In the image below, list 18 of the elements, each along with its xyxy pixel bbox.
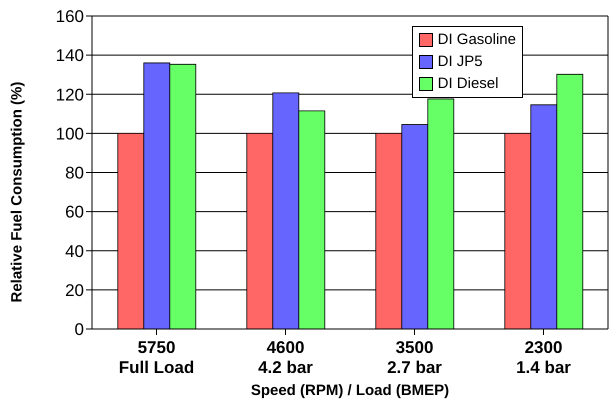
x-tick-label: 3500 2.7 bar: [387, 338, 442, 377]
y-tick-label: 60: [65, 202, 84, 222]
x-tick-label: 5750 Full Load: [118, 338, 194, 377]
y-tick-label: 160: [56, 7, 84, 26]
y-tick-label: 20: [65, 280, 84, 300]
y-tick-label: 120: [56, 85, 84, 104]
y-tick-label: 100: [56, 124, 84, 144]
x-axis-title: Speed (RPM) / Load (BMEP): [250, 382, 450, 399]
legend-label: DI Gasoline: [438, 30, 516, 50]
legend-label: DI Diesel: [438, 74, 498, 94]
x-tick-label: 2300 1.4 bar: [516, 338, 572, 377]
y-tick-label: 40: [65, 242, 84, 261]
y-tick-label: 80: [65, 164, 84, 183]
y-tick-label: 140: [56, 46, 84, 66]
y-axis-title: Relative Fuel Consumption (%): [8, 82, 26, 302]
y-tick-label: 0: [74, 320, 84, 340]
x-tick-label: 4600 4.2 bar: [258, 338, 314, 377]
legend-label: DI JP5: [438, 52, 483, 72]
